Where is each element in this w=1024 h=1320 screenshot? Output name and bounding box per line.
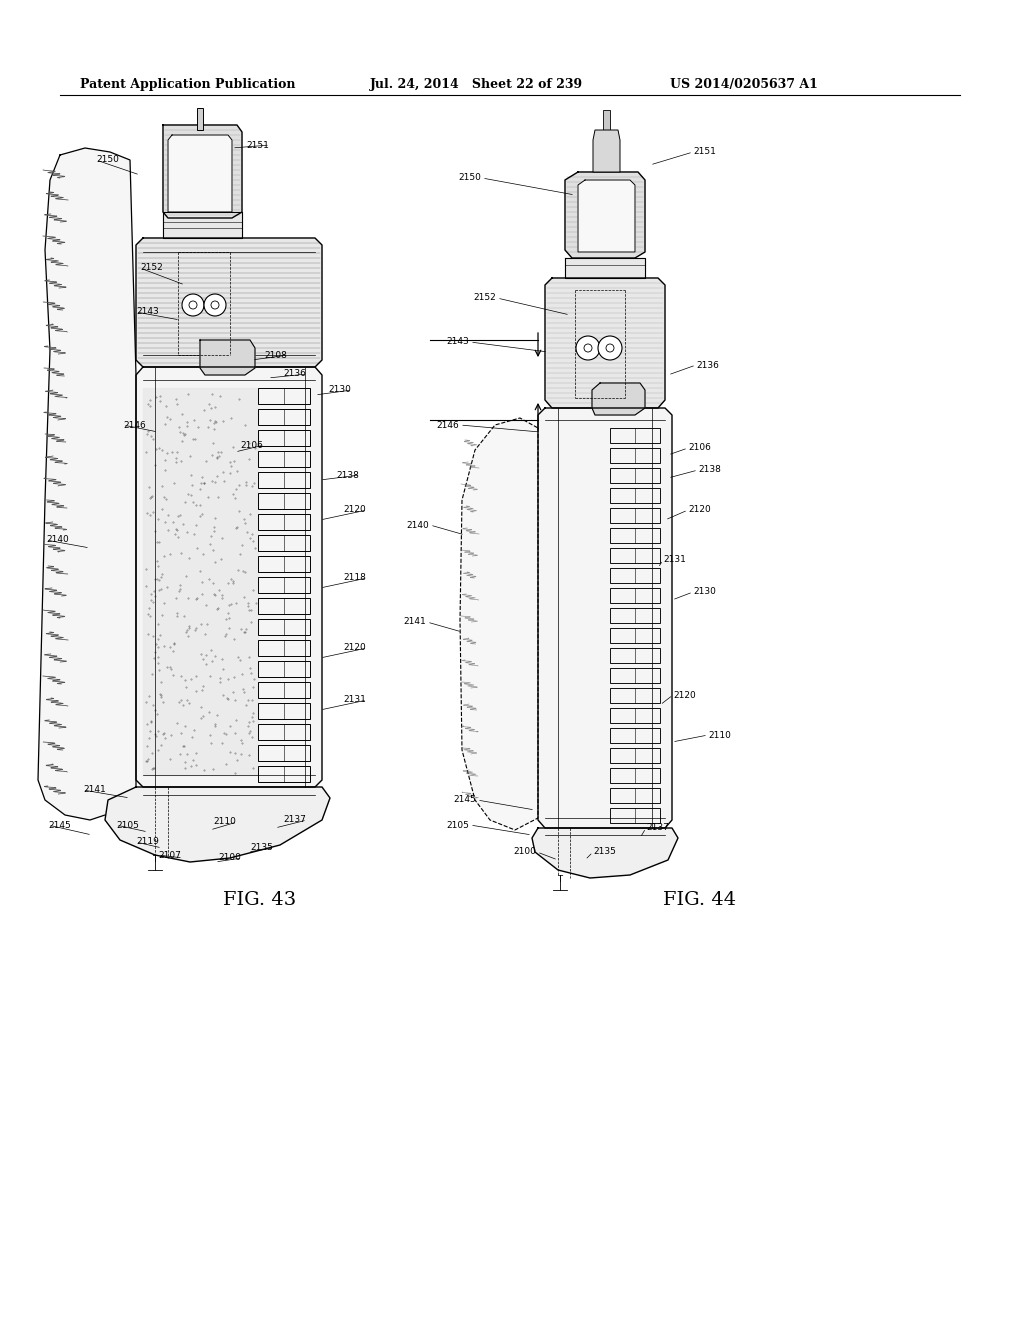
Text: 2120: 2120	[344, 506, 367, 515]
Polygon shape	[136, 238, 322, 367]
Text: US 2014/0205637 A1: US 2014/0205637 A1	[670, 78, 818, 91]
Text: 2130: 2130	[693, 587, 717, 597]
Text: 2110: 2110	[709, 730, 731, 739]
Text: 2100: 2100	[218, 854, 242, 862]
Text: 2105: 2105	[117, 821, 139, 829]
Text: 2100: 2100	[514, 847, 537, 857]
Text: 2145: 2145	[454, 796, 476, 804]
Text: 2131: 2131	[344, 696, 367, 705]
Text: 2106: 2106	[688, 444, 712, 453]
Polygon shape	[163, 213, 242, 238]
Circle shape	[598, 337, 622, 360]
Polygon shape	[197, 108, 203, 129]
Text: FIG. 43: FIG. 43	[223, 891, 297, 909]
Text: 2110: 2110	[214, 817, 237, 826]
Text: T: T	[557, 875, 562, 884]
Polygon shape	[200, 341, 255, 375]
Text: 2138: 2138	[337, 470, 359, 479]
Text: 2120: 2120	[344, 644, 367, 652]
Text: 2120: 2120	[688, 506, 712, 515]
Text: 2119: 2119	[136, 837, 160, 846]
Text: 2143: 2143	[446, 338, 469, 346]
Polygon shape	[592, 383, 645, 414]
Text: 2140: 2140	[407, 520, 429, 529]
Polygon shape	[143, 388, 258, 775]
Text: 2151: 2151	[247, 140, 269, 149]
Polygon shape	[168, 135, 232, 213]
Polygon shape	[545, 279, 665, 408]
Text: 2146: 2146	[124, 421, 146, 429]
Text: 2120: 2120	[674, 690, 696, 700]
Polygon shape	[163, 125, 242, 218]
Text: 2131: 2131	[664, 556, 686, 565]
Polygon shape	[460, 418, 538, 830]
Polygon shape	[136, 367, 322, 787]
Polygon shape	[578, 180, 635, 252]
Text: 2146: 2146	[436, 421, 460, 429]
Circle shape	[204, 294, 226, 315]
Text: 2150: 2150	[96, 156, 120, 165]
Polygon shape	[105, 787, 330, 862]
Text: 2141: 2141	[403, 618, 426, 627]
Text: 2141: 2141	[84, 785, 106, 795]
Polygon shape	[532, 828, 678, 878]
Text: 2135: 2135	[251, 843, 273, 853]
Text: 2138: 2138	[698, 466, 722, 474]
Polygon shape	[603, 110, 610, 132]
Polygon shape	[565, 172, 645, 257]
Text: 2130: 2130	[329, 385, 351, 395]
Text: 2135: 2135	[594, 847, 616, 857]
Polygon shape	[538, 408, 672, 828]
Text: 2151: 2151	[693, 148, 717, 157]
Text: Patent Application Publication: Patent Application Publication	[80, 78, 296, 91]
Text: 2145: 2145	[48, 821, 72, 829]
Text: 2152: 2152	[474, 293, 497, 302]
Text: 2136: 2136	[284, 370, 306, 379]
Text: 2107: 2107	[159, 850, 181, 859]
Text: 2150: 2150	[459, 173, 481, 182]
Text: 2108: 2108	[264, 351, 288, 359]
Polygon shape	[565, 257, 645, 279]
Polygon shape	[593, 129, 620, 172]
Text: 2136: 2136	[696, 360, 720, 370]
Text: 2137: 2137	[284, 816, 306, 825]
Text: 2152: 2152	[140, 264, 164, 272]
Text: T: T	[153, 855, 158, 865]
Text: 2140: 2140	[47, 536, 70, 544]
Polygon shape	[38, 148, 136, 820]
Text: 2143: 2143	[136, 308, 160, 317]
Text: 2105: 2105	[446, 821, 469, 829]
Text: Jul. 24, 2014   Sheet 22 of 239: Jul. 24, 2014 Sheet 22 of 239	[370, 78, 583, 91]
Text: 2137: 2137	[646, 824, 670, 833]
Text: 2118: 2118	[344, 573, 367, 582]
Circle shape	[182, 294, 204, 315]
Circle shape	[575, 337, 600, 360]
Text: 2106: 2106	[241, 441, 263, 450]
Text: FIG. 44: FIG. 44	[664, 891, 736, 909]
